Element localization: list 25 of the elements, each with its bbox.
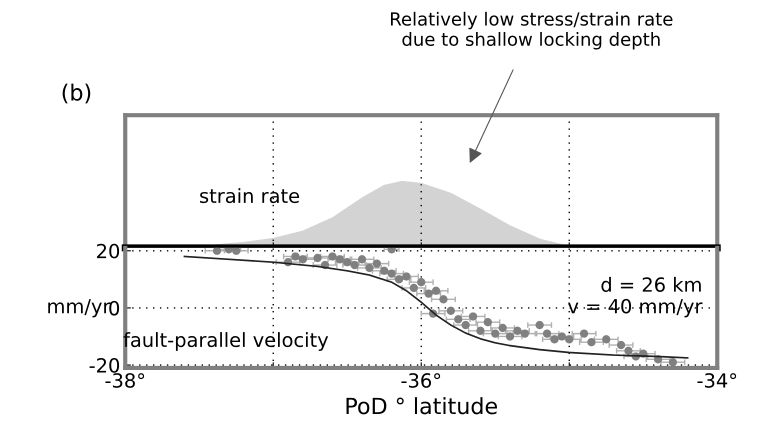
point: [461, 320, 470, 330]
y-axis-title: mm/yr: [48, 299, 110, 318]
annotation: v = 40 mm/yr: [568, 298, 702, 318]
point: [484, 318, 492, 326]
point: [580, 329, 588, 338]
x-tick-label: -36°: [401, 373, 440, 388]
y-tick-label: 0: [109, 300, 120, 316]
point: [417, 278, 426, 286]
x-tick-label: -34°: [697, 373, 736, 388]
point: [616, 340, 626, 350]
y-tick-label: 20: [97, 244, 120, 258]
y-tick-label: -20: [90, 358, 120, 373]
annotation: d = 26 km: [601, 276, 701, 292]
point: [446, 306, 456, 315]
annotation: fault-parallel velocity: [124, 332, 328, 351]
point: [535, 320, 544, 330]
chart-title: (b): [62, 84, 90, 104]
point: [410, 284, 418, 292]
point: [387, 248, 396, 254]
x-tick-label: -38°: [105, 373, 144, 388]
point: [439, 295, 448, 304]
x-axis-title: PoD ° latitude: [346, 397, 497, 414]
annotation: strain rate: [200, 188, 300, 204]
point: [372, 259, 382, 268]
text: Relatively low stress/strain rate due to shallow locking depth: [390, 12, 672, 50]
